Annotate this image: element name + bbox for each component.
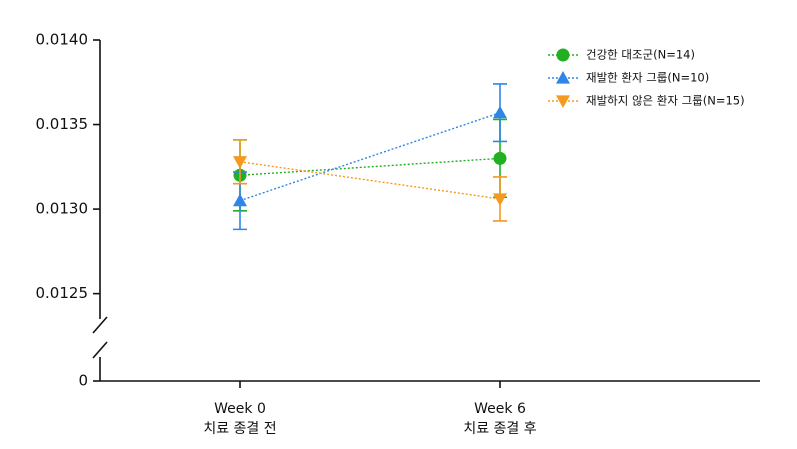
y-tick-label: 0.0140 [36,31,89,49]
axis-break [92,316,108,334]
legend-label: 건강한 대조군(N=14) [586,48,695,62]
series-line [239,161,501,200]
y-tick-label: 0.0130 [36,200,89,218]
x-tick-sublabel: 치료 종결 후 [463,421,536,437]
x-tick-sublabel: 치료 종결 전 [203,421,276,437]
axis-break [92,341,108,359]
legend-marker [556,48,570,62]
y-tick-label: 0 [78,372,88,390]
legend-marker [556,71,570,84]
x-tick-label: Week 0 [214,401,266,417]
legend-label: 재발하지 않은 환자 그룹(N=15) [586,94,745,108]
marker [233,156,247,169]
series-line [239,112,501,202]
y-axis [92,40,108,381]
x-tick-label: Week 6 [474,401,526,417]
marker [233,193,247,207]
marker [493,151,507,165]
legend-marker [556,95,570,108]
marker [493,193,507,206]
y-tick-label: 0.0125 [36,284,89,302]
legend-label: 재발한 환자 그룹(N=10) [586,71,709,85]
series-line [239,157,501,176]
marker [493,105,507,119]
y-tick-label: 0.0135 [36,115,89,133]
